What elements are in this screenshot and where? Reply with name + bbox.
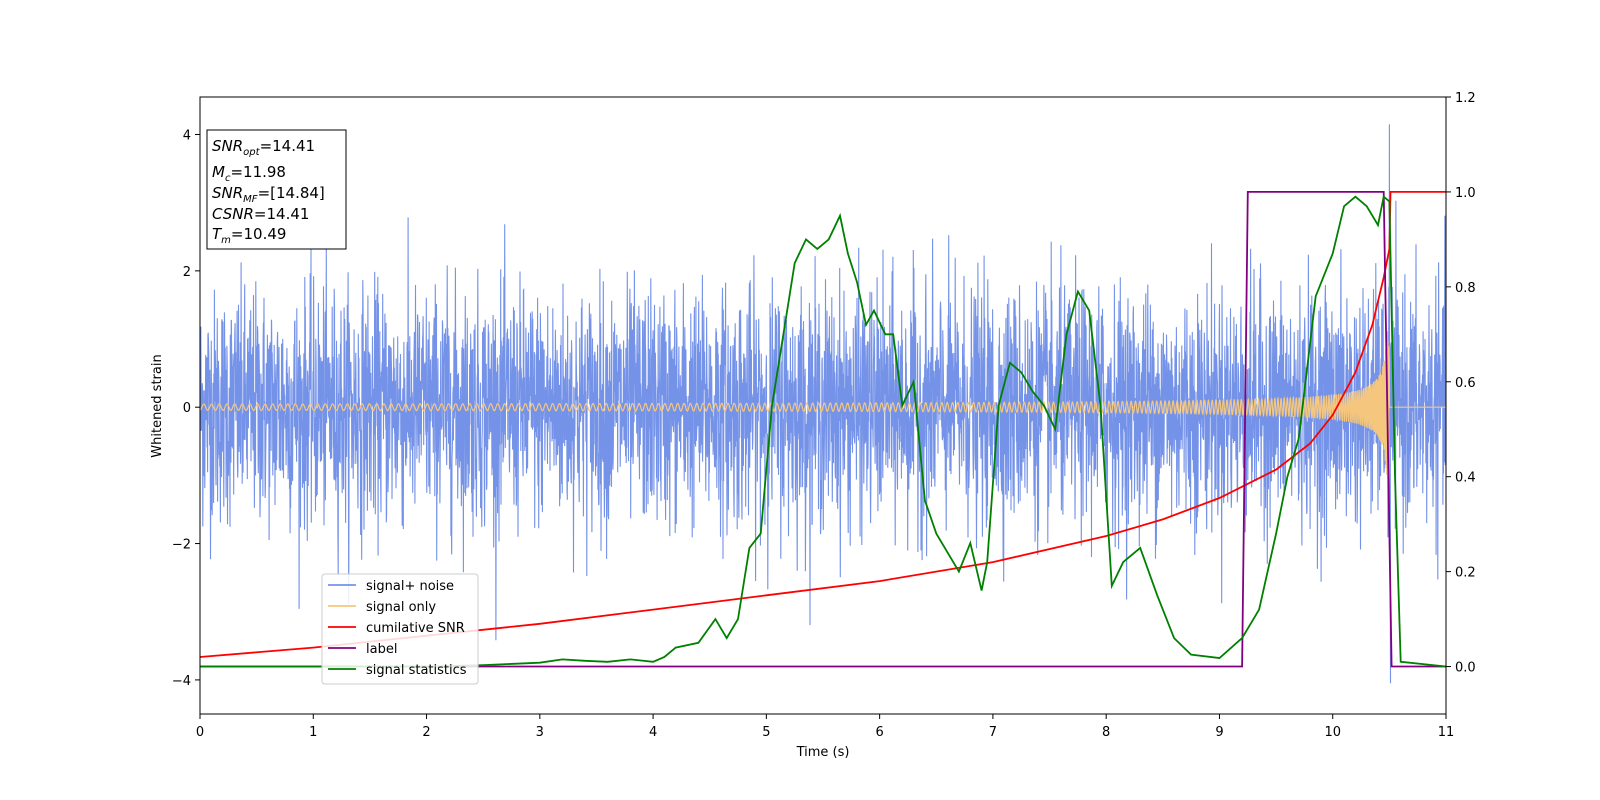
x-tick-label-1: 1 (309, 725, 317, 740)
plot-frame (199, 96, 1447, 715)
annotation-snr-mf: SNRMF=[14.84] (212, 184, 325, 205)
legend-frame (321, 573, 479, 685)
y-left-tick-label-4: 4 (183, 128, 191, 143)
series-signal-only-line (200, 340, 1446, 475)
x-tick-label-10: 10 (1324, 725, 1341, 740)
y-right-tick-label-0.0: 0.0 (1455, 661, 1476, 676)
annotation-mc: Mc=11.98 (212, 163, 286, 184)
y-right-tick-label-0.2: 0.2 (1455, 566, 1476, 581)
x-axis-label: Time (s) (796, 745, 850, 760)
legend-label-signal-statistics: signal statistics (366, 663, 467, 678)
y-left-tick-label--4: −4 (172, 674, 191, 689)
x-tick-label-5: 5 (762, 725, 770, 740)
legend-label-label: label (366, 642, 397, 657)
x-tick-label-2: 2 (422, 725, 430, 740)
legend: signal+ noise signal only cumilative SNR… (321, 573, 479, 685)
y-right-tick-label-1.0: 1.0 (1455, 186, 1476, 201)
annotation-tm: Tm=10.49 (212, 225, 286, 246)
x-tick-label-9: 9 (1215, 725, 1223, 740)
y-right-tick-label-0.6: 0.6 (1455, 376, 1476, 391)
y-left-tick-label-2: 2 (183, 265, 191, 280)
series-cumulative-snr-line (200, 191, 1446, 658)
ticks-layer: 0 1 2 3 4 5 6 7 8 9 10 11 −4 −2 0 2 4 0.0 0.2 0.4 0.6 0.8 1.0 1… (172, 91, 1476, 740)
y-left-tick-label--2: −2 (172, 538, 191, 553)
annotation-snr-opt: SNRopt=14.41 (212, 137, 315, 158)
x-tick-label-8: 8 (1102, 725, 1110, 740)
y-axis-label-left: Whitened strain (150, 354, 165, 457)
legend-label-cumulative-snr: cumilative SNR (366, 621, 465, 636)
y-right-tick-label-0.4: 0.4 (1455, 471, 1476, 486)
legend-label-signal-only: signal only (366, 600, 436, 615)
annotation-box: SNRopt=14.41 Mc=11.98 SNRMF=[14.84] CSNR… (206, 129, 347, 250)
x-tick-label-0: 0 (196, 725, 204, 740)
x-tick-label-4: 4 (649, 725, 657, 740)
legend-label-signal-noise: signal+ noise (366, 579, 454, 594)
x-tick-label-11: 11 (1438, 725, 1455, 740)
series-label-line (200, 191, 1446, 668)
x-tick-label-6: 6 (875, 725, 883, 740)
series-signal-statistics-line (200, 195, 1446, 668)
y-left-tick-label-0: 0 (183, 401, 191, 416)
annotation-frame (206, 129, 347, 250)
x-tick-label-7: 7 (989, 725, 997, 740)
y-right-tick-label-1.2: 1.2 (1455, 91, 1476, 106)
annotation-csnr: CSNR=14.41 (212, 205, 309, 223)
x-tick-label-3: 3 (536, 725, 544, 740)
series-layer (200, 124, 1446, 684)
y-right-tick-label-0.8: 0.8 (1455, 281, 1476, 296)
